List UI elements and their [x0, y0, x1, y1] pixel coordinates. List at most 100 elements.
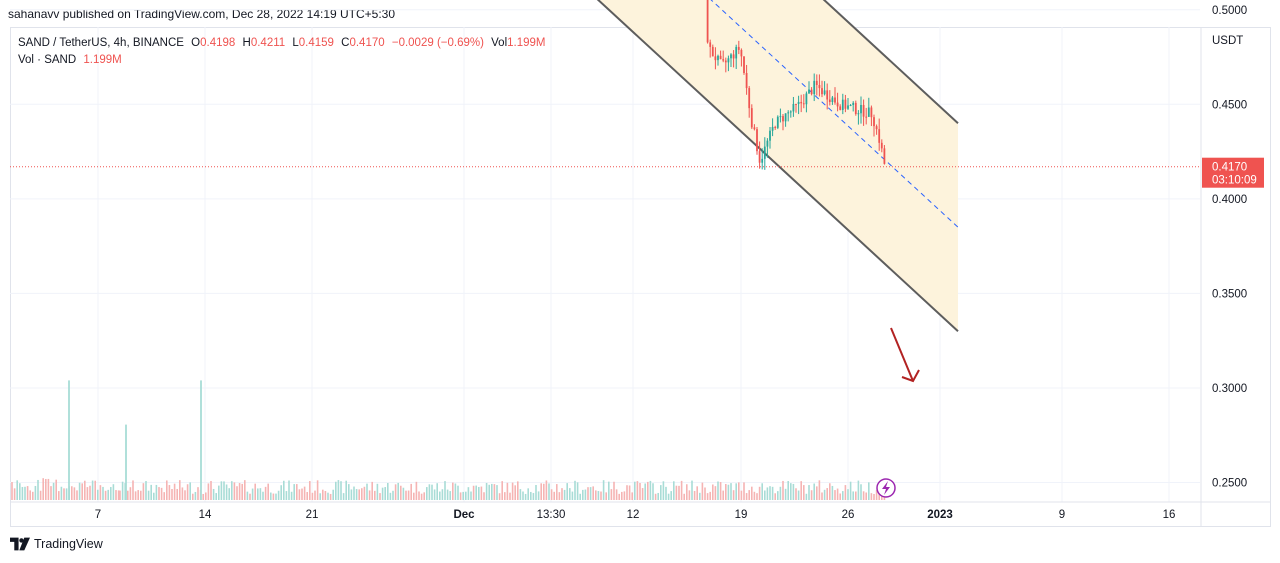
- candle-body: [706, 0, 709, 43]
- volume-bar: [194, 491, 197, 500]
- volume-bar: [498, 493, 501, 500]
- volume-bar: [649, 480, 652, 500]
- volume-bar: [102, 486, 104, 500]
- change-value: −0.0029 (−0.69%): [391, 37, 484, 49]
- volume-bar: [277, 490, 280, 500]
- volume-bar: [810, 490, 813, 500]
- volume-bar: [47, 478, 50, 500]
- candle-body: [758, 151, 761, 163]
- volume-bar: [665, 486, 667, 500]
- candle-body: [854, 102, 857, 114]
- volume-spike: [68, 380, 70, 500]
- volume-bar: [24, 486, 26, 500]
- tradingview-footer[interactable]: TradingView: [10, 537, 103, 551]
- candle-body: [776, 116, 779, 128]
- current-price-text: 0.4170: [1212, 162, 1247, 174]
- volume-bar: [223, 481, 225, 500]
- volume-bar: [826, 488, 828, 500]
- volume-bar: [509, 492, 511, 500]
- candle-body: [867, 107, 870, 117]
- volume-bar: [415, 481, 418, 500]
- volume-bar: [727, 484, 730, 500]
- candle-body: [802, 103, 805, 105]
- volume-bar: [790, 483, 792, 500]
- volume-bar: [171, 488, 173, 500]
- volume-bar: [623, 491, 626, 500]
- volume-bar: [483, 492, 485, 500]
- volume-spike: [125, 424, 127, 500]
- grid-lines: [10, 9, 1200, 502]
- volume-bar: [738, 482, 740, 500]
- candle-body: [792, 103, 795, 112]
- open-label: O: [191, 37, 201, 49]
- volume-bar: [119, 490, 121, 500]
- volume-bar: [628, 485, 631, 500]
- volume-bar: [366, 483, 368, 500]
- volume-bar: [426, 487, 428, 500]
- candle-body: [823, 90, 826, 95]
- volume-bar: [262, 491, 264, 500]
- volume-spike: [200, 380, 202, 500]
- volume-bar: [758, 486, 761, 500]
- volume-bar: [805, 493, 808, 500]
- volume-bar: [735, 483, 737, 500]
- volume-bar: [210, 480, 212, 500]
- candle-body: [774, 126, 777, 128]
- candle-body: [766, 140, 769, 147]
- candle-body: [745, 72, 748, 89]
- volume-bar: [654, 493, 657, 500]
- y-tick-label: 0.5000: [1212, 5, 1247, 17]
- x-tick-label: 9: [1059, 509, 1065, 521]
- volume-bar: [19, 483, 21, 500]
- volume-bar: [636, 481, 639, 500]
- volume-bar: [418, 491, 420, 500]
- volume-bar: [397, 482, 399, 500]
- volume-bar: [800, 481, 802, 500]
- candle-body: [862, 104, 865, 117]
- volume-bar: [764, 490, 766, 500]
- volume-bar: [205, 492, 207, 500]
- volume-bar: [777, 491, 779, 500]
- volume-bar: [673, 481, 675, 500]
- candle-body: [860, 104, 862, 114]
- volume-bar: [595, 490, 597, 500]
- volume-bar: [537, 491, 540, 500]
- volume-bar: [127, 490, 129, 500]
- volume-bar: [115, 490, 117, 500]
- volume-bar: [298, 489, 301, 500]
- volume-bar: [400, 485, 402, 500]
- candle-body: [875, 126, 878, 130]
- candle-body: [880, 142, 883, 149]
- volume-bar: [587, 487, 589, 500]
- candle-body: [782, 116, 784, 122]
- volume-bar: [561, 488, 563, 500]
- volume-bar: [189, 482, 191, 500]
- x-tick-label: 2023: [927, 509, 953, 521]
- volume-bar: [322, 489, 324, 500]
- volume-bar: [855, 491, 857, 500]
- volume-bar: [337, 480, 340, 500]
- volume-bar: [771, 486, 774, 500]
- volume-bar: [480, 486, 483, 500]
- volume-bar: [688, 490, 691, 500]
- candle-body: [857, 113, 860, 115]
- volume-bar: [558, 492, 561, 500]
- volume-bar: [290, 491, 293, 500]
- volume-bar: [748, 490, 750, 500]
- volume-bar: [207, 483, 210, 500]
- volume-bar: [860, 484, 862, 500]
- volume-bar: [45, 478, 47, 500]
- footer-brand: TradingView: [34, 537, 103, 551]
- candle-body: [810, 89, 813, 95]
- volume-bar: [212, 488, 215, 500]
- volume-bar: [293, 484, 295, 500]
- candle-body: [784, 113, 787, 122]
- volume-bar: [63, 488, 65, 500]
- candle-body: [818, 85, 821, 89]
- candle-body: [735, 46, 738, 59]
- candle-body: [808, 89, 810, 94]
- volume-bar: [683, 493, 685, 500]
- volume-bar: [254, 483, 256, 500]
- volume-bar: [86, 487, 89, 500]
